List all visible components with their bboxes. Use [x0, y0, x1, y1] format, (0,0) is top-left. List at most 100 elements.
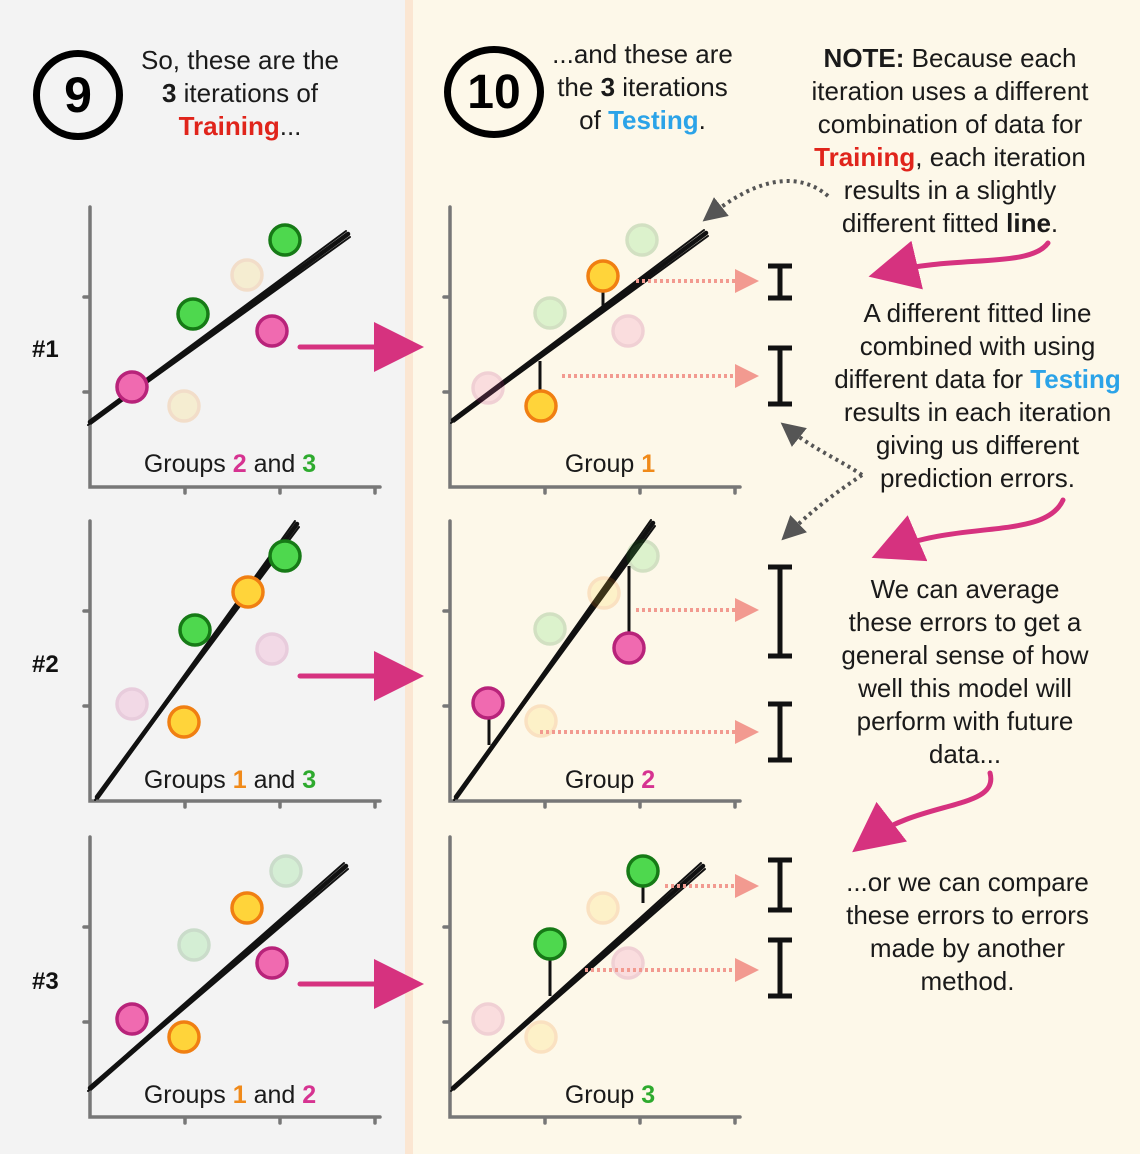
training-label-3-a: 1	[232, 1081, 247, 1109]
train-point-faded-3a	[269, 854, 303, 888]
flow-arrow-1	[868, 240, 1051, 290]
train-point-faded-1a	[230, 258, 264, 292]
note-line3: combination of data for	[817, 109, 1083, 139]
explain3-line3: made by another	[869, 933, 1066, 963]
test-fit-line-2-stroke-3	[456, 524, 653, 800]
explain3-line2: these errors to errors	[846, 900, 1089, 930]
explain2-line4: well this model will	[858, 673, 1072, 703]
errors-pointer-arrow-down	[781, 473, 864, 541]
test-point-faded-3d	[524, 1020, 558, 1054]
test-axes-1	[442, 205, 742, 495]
test-fit-line-3-stroke-0	[450, 863, 706, 1091]
step-9-ellipsis: ...	[279, 111, 302, 141]
note-line6: different fitted line.	[790, 207, 1110, 240]
train-fit-line-2-stroke-1	[98, 520, 296, 795]
test-point-faded-3c	[471, 1002, 505, 1036]
test-point-faded-1c	[611, 314, 645, 348]
note-line2: iteration uses a different	[811, 76, 1089, 106]
train-fit-line-3-stroke-0	[87, 863, 349, 1091]
explain1-line6: prediction errors.	[879, 463, 1076, 493]
step-10-line3-pre: of	[579, 105, 609, 135]
step-10-caption: ...and these are the 3 iterations of Tes…	[540, 38, 745, 137]
step-10-line2-rest: iterations	[615, 72, 728, 102]
test-point-faded-2d	[524, 704, 558, 738]
train-point-orange-2a	[231, 575, 265, 609]
error-bar-3a	[768, 857, 792, 913]
test-fit-line-2	[453, 519, 656, 801]
explain3-line1: ...or we can compare	[846, 867, 1089, 897]
train-point-pink-1b	[115, 370, 149, 404]
explain1-line1: A different fitted line	[863, 298, 1092, 328]
explain1-line3-pre: different data for	[834, 364, 1031, 394]
flow-arrow-3	[852, 770, 994, 853]
explain1-line5: giving us different	[875, 430, 1080, 460]
train-point-green-1a	[268, 223, 302, 257]
testing-label-2-num: 2	[641, 766, 656, 794]
note-label: NOTE:	[823, 43, 905, 73]
test-point-2b	[471, 686, 505, 720]
train-fit-line-3	[87, 862, 349, 1092]
test-point-faded-1a	[625, 223, 659, 257]
training-label-1-mid: and	[246, 450, 303, 478]
explain2-line3: general sense of how	[841, 640, 1089, 670]
testing-label-1-pre: Group	[564, 450, 642, 478]
error-bar-1b	[768, 345, 792, 407]
note-line6-pre: different fitted	[841, 208, 1007, 238]
step-9-caption: So, these are the 3 iterations of Traini…	[125, 44, 355, 143]
test-point-1b	[524, 389, 558, 423]
testing-label-1-num: 1	[641, 450, 656, 478]
test-fit-line-1-stroke-1	[454, 229, 705, 418]
step-10-count: 3	[600, 72, 616, 102]
train-point-green-2b	[178, 613, 212, 647]
explain1-line4: results in each iteration	[843, 397, 1112, 427]
note-line1-rest: Because each	[904, 43, 1077, 73]
test-axes-3	[442, 835, 742, 1125]
step-10-badge: 10	[444, 46, 544, 138]
training-label-1-pre: Groups	[143, 450, 233, 478]
step-9-line1: So, these are the	[140, 45, 340, 75]
test-point-faded-2b	[587, 576, 621, 610]
train-axes-1	[82, 205, 382, 495]
train-fit-line-3-stroke-3	[90, 867, 346, 1091]
test-point-3b	[533, 927, 567, 961]
step-10-line2-pre: the	[557, 72, 601, 102]
train-point-orange-3a	[230, 891, 264, 925]
test-point-faded-3a	[586, 891, 620, 925]
step-9-number: 9	[64, 67, 92, 123]
test-point-faded-1d	[471, 371, 505, 405]
step-9-line2-rest: iterations of	[176, 78, 319, 108]
test-fit-line-3	[450, 862, 706, 1092]
training-label-2-b: 3	[302, 766, 317, 794]
explain3-line4: method.	[920, 966, 1015, 996]
row-label-2: #2	[32, 651, 59, 678]
test-point-2a	[612, 631, 646, 665]
note-line6-rest: .	[1050, 208, 1059, 238]
error-bar-2a	[768, 564, 792, 659]
train-point-orange-3b	[167, 1020, 201, 1054]
explanation-compare: ...or we can compare these errors to err…	[815, 866, 1120, 998]
test-point-faded-1b	[533, 296, 567, 330]
training-label-3-mid: and	[246, 1081, 303, 1109]
test-axes-2	[442, 519, 742, 809]
step-10-line1: ...and these are	[552, 39, 733, 69]
training-label-1-b: 3	[302, 450, 317, 478]
testing-label-3-pre: Group	[564, 1081, 642, 1109]
note-line5: results in a slightly	[843, 175, 1057, 205]
explain1-line2: combined with using	[859, 331, 1096, 361]
train-fit-line-2-stroke-3	[97, 525, 297, 800]
error-bar-3b	[768, 937, 792, 999]
step-10-number: 10	[467, 65, 521, 119]
test-fit-line-1	[450, 229, 709, 424]
train-point-green-1b	[176, 297, 210, 331]
test-point-faded-2a	[626, 539, 660, 573]
training-label-3: Groups 1 and 2	[90, 1081, 370, 1110]
error-bar-2b	[768, 701, 792, 763]
testing-label-1: Group 1	[470, 450, 750, 479]
step-10-line3: of Testing.	[540, 104, 745, 137]
row-label-3: #3	[32, 968, 59, 995]
testing-label-3-num: 3	[641, 1081, 656, 1109]
training-label-2-mid: and	[246, 766, 303, 794]
train-point-orange-2b	[167, 705, 201, 739]
train-axes-2	[82, 519, 382, 809]
